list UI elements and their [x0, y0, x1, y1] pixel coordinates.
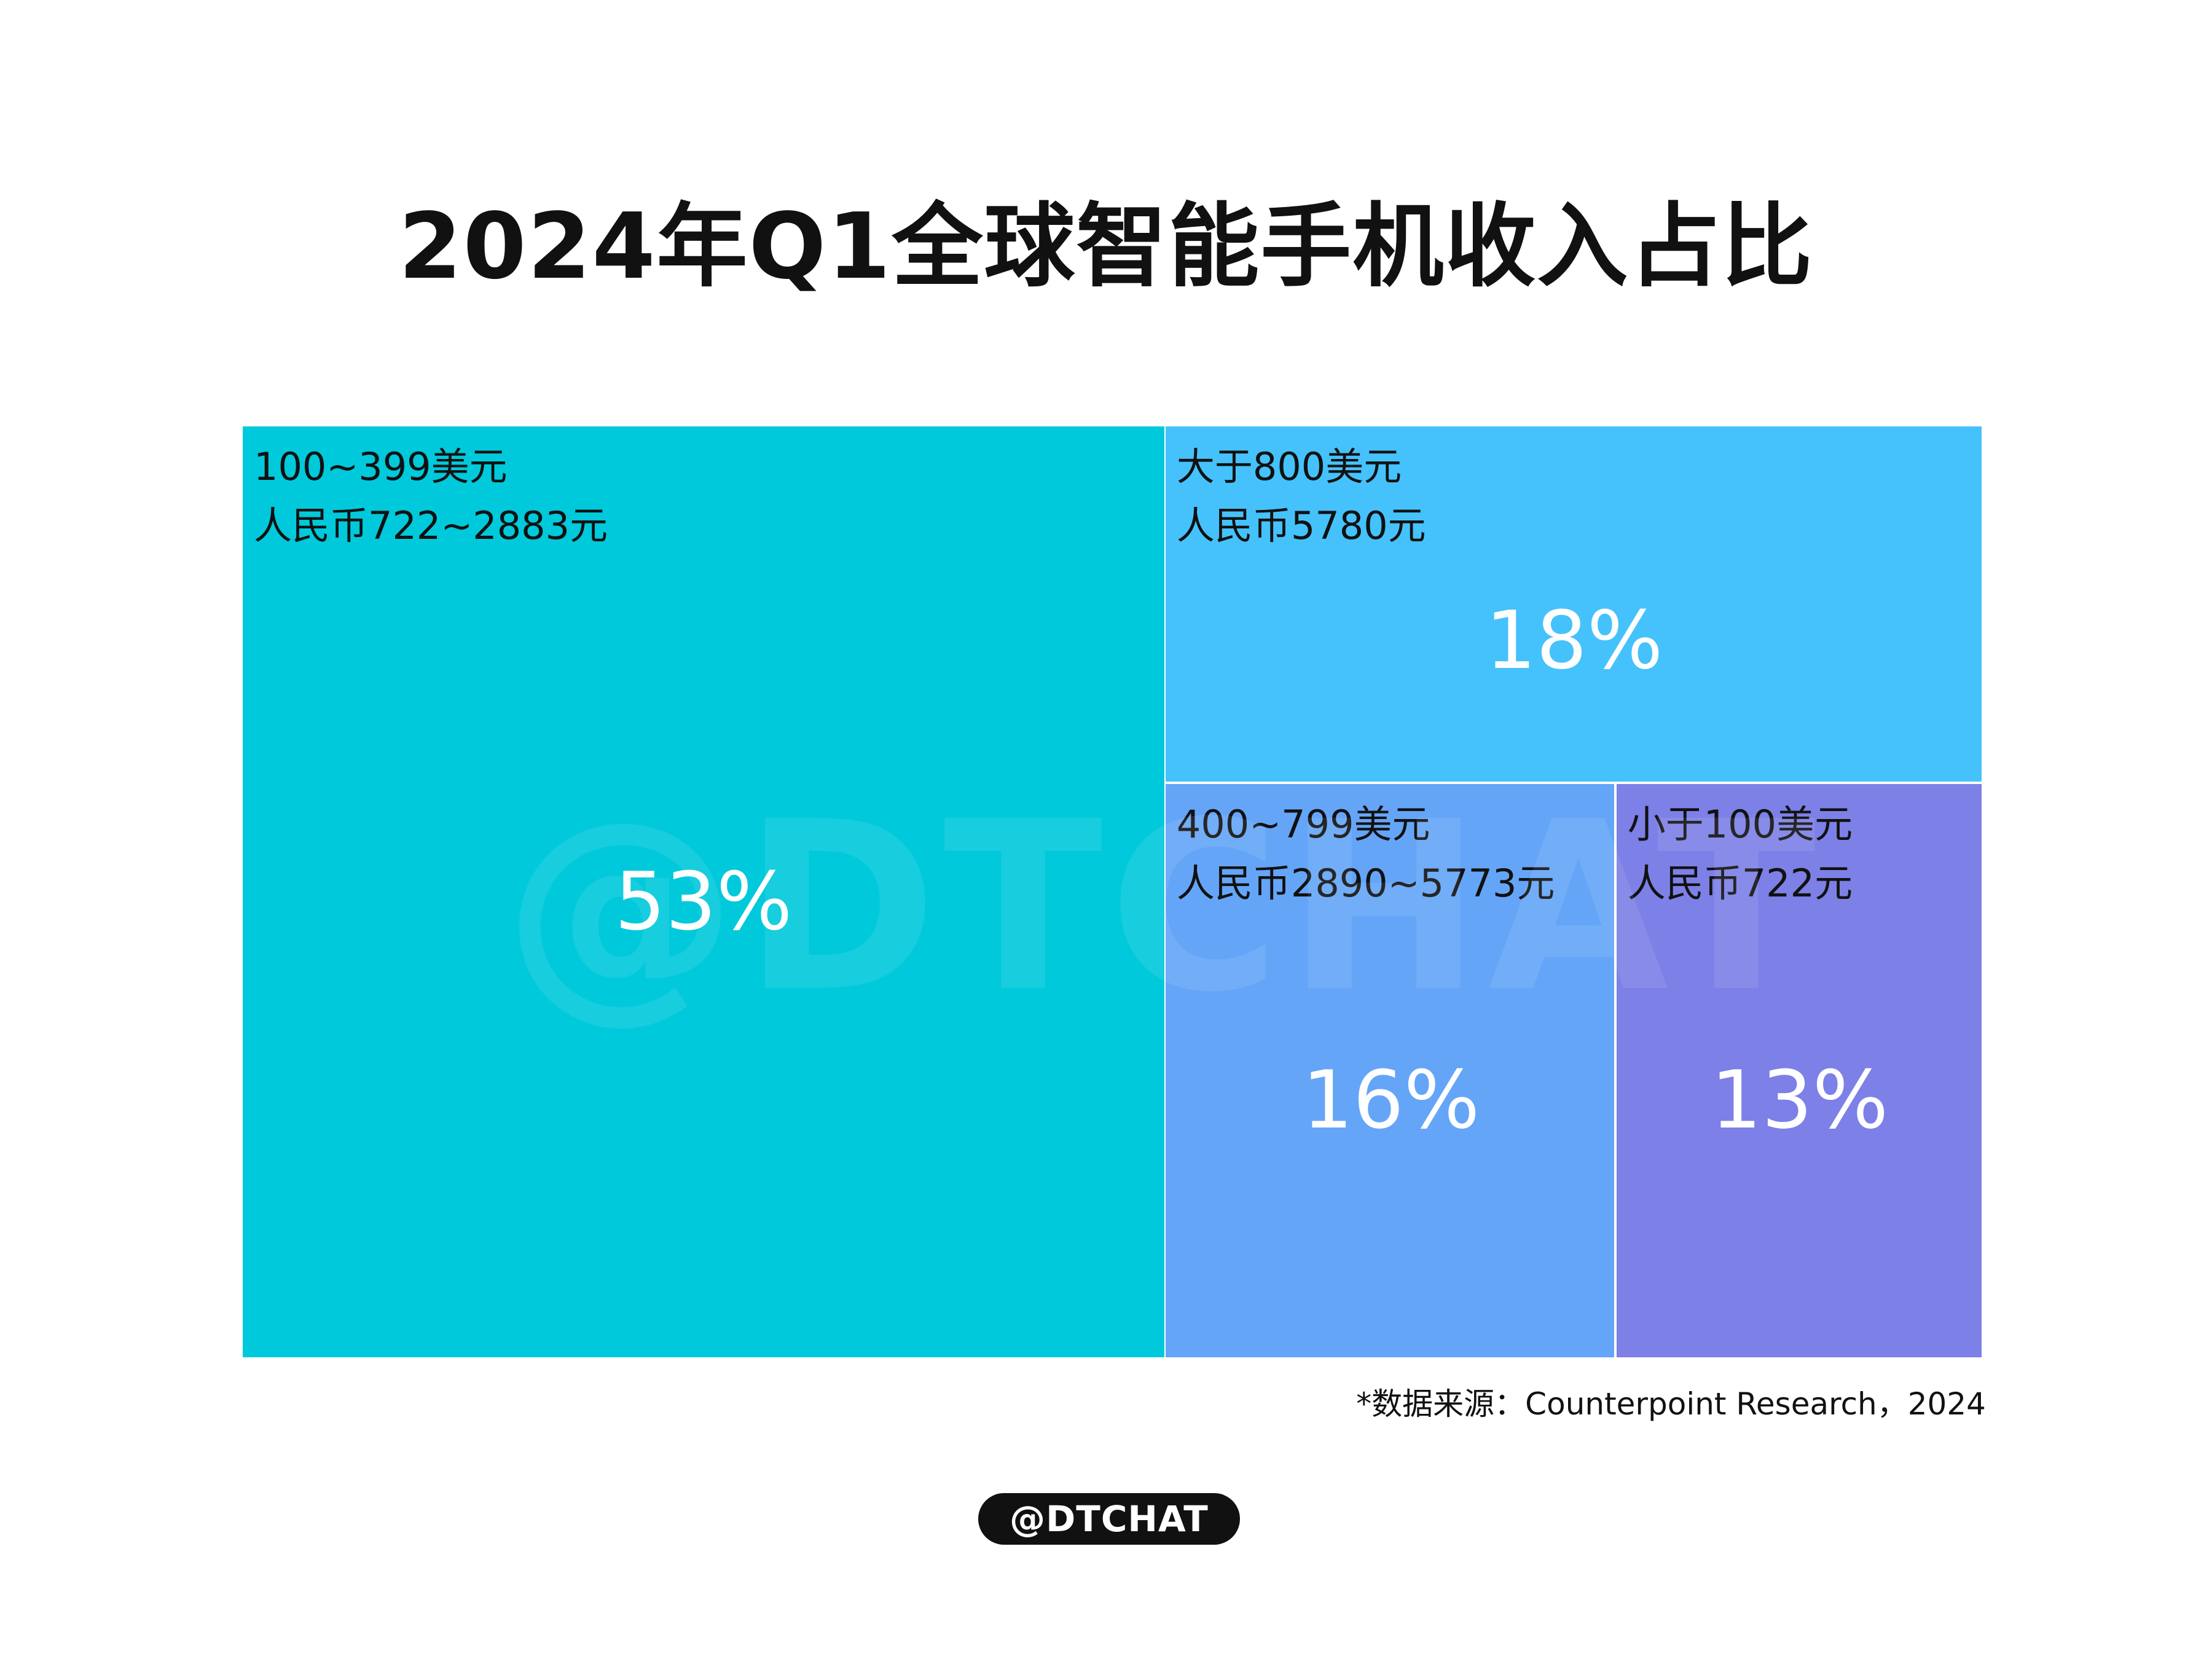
treemap-tile: 400~799美元人民币2890~5773元 16% [1165, 784, 1614, 1357]
tile-value-label: 53% [614, 854, 793, 948]
tile-label: 小于100美元 人民币722元 [1628, 795, 1853, 913]
tile-label-range-cny: 人民币2890~5773元 [1176, 861, 1555, 906]
chart-title: 2024年Q1全球智能手机收入占比 [398, 194, 1814, 299]
tile-value-label: 13% [1711, 1053, 1889, 1147]
tile-label: 100~399美元人民币722~2883元 [254, 437, 608, 555]
tile-label-range-cny: 人民币5780元 [1176, 503, 1426, 548]
tile-label-range-usd: 小于100美元 [1627, 802, 1853, 847]
treemap-tile: 大于800美元 人民币5780元 18% [1165, 426, 1982, 782]
tile-label-range-usd: 400~799美元 [1176, 802, 1430, 847]
tile-value-label: 18% [1485, 594, 1663, 688]
tile-label-range-cny: 人民币722~2883元 [254, 503, 608, 548]
brand-badge: @DTCHAT [978, 1493, 1240, 1545]
tile-label-range-usd: 大于800美元 [1176, 444, 1402, 489]
tile-value-label: 16% [1302, 1053, 1480, 1147]
tile-label: 大于800美元 人民币5780元 [1177, 437, 1426, 555]
treemap-chart: 100~399美元 人民币722~2883元 53% 大于800美元 人民币5780元 1… [243, 426, 1982, 1357]
tile-label: 400~799美元人民币2890~5773元 [1177, 795, 1555, 913]
data-source-note: *数据来源：Counterpoint Research，2024 [1356, 1386, 1986, 1422]
treemap-tile: 小于100美元 人民币722元 13% [1616, 784, 1982, 1357]
tile-label-range-usd: 100~399美元 [254, 444, 508, 489]
treemap-tile: 100~399美元人民币722~2883元 53% [243, 426, 1164, 1357]
tile-label-range-cny: 人民币722元 [1627, 861, 1853, 906]
